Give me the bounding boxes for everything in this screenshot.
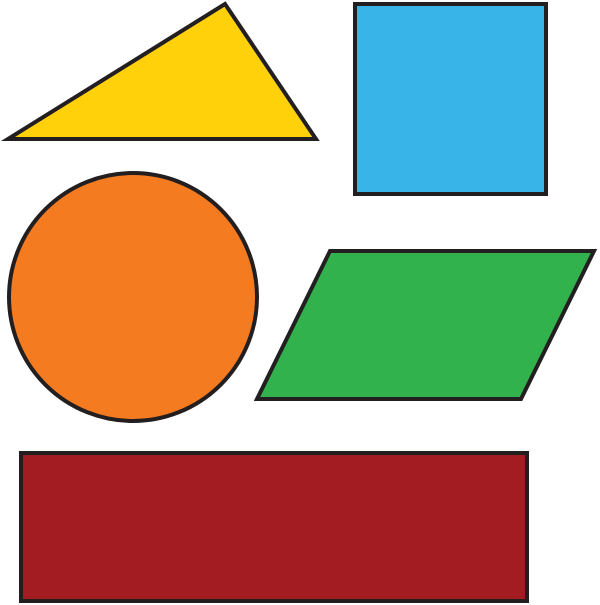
green-parallelogram — [253, 249, 598, 401]
blue-square — [353, 2, 548, 196]
red-rectangle — [19, 451, 529, 603]
yellow-triangle — [0, 1, 320, 141]
orange-circle — [7, 171, 259, 423]
